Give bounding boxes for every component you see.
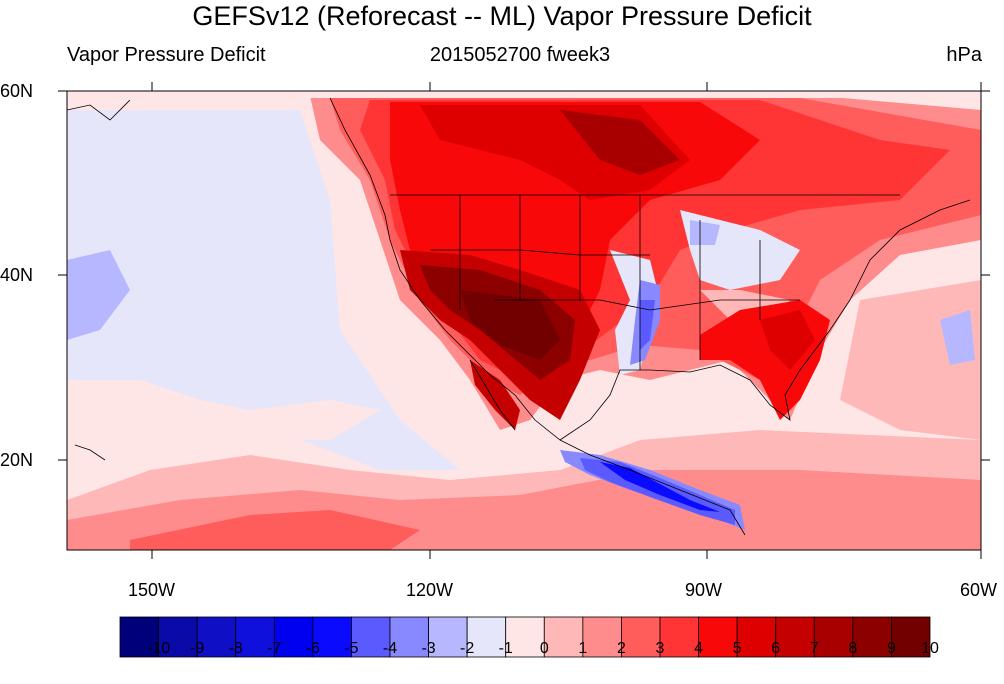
colorbar-swatch <box>543 616 584 658</box>
colorbar-tick-label: 10 <box>921 640 939 657</box>
colorbar-tick-label: -7 <box>267 640 282 657</box>
units-label: hPa <box>946 44 982 66</box>
colorbar-tick-label: -9 <box>190 640 205 657</box>
colorbar-swatch <box>235 616 275 658</box>
lat-label-40n: 40N <box>0 265 34 285</box>
colorbar-tick-label: -2 <box>460 640 475 657</box>
colorbar-tick-label: 2 <box>616 640 626 657</box>
colorbar-tick-label: -4 <box>382 640 398 657</box>
colorbar-swatch <box>119 616 159 658</box>
colorbar-tick-label: -1 <box>498 640 513 657</box>
lat-label-60n: 60N <box>0 81 34 101</box>
map-title: GEFSv12 (Reforecast -- ML) Vapor Pressur… <box>192 1 812 31</box>
colorbar-swatch <box>351 616 391 658</box>
colorbar-tick-label: 8 <box>848 640 858 657</box>
colorbar-tick-label: -10 <box>147 640 171 657</box>
colorbar-tick-label: -6 <box>305 640 320 657</box>
colorbar-tick-label: -8 <box>228 640 243 657</box>
colorbar-swatch <box>196 616 237 658</box>
colorbar-swatch <box>466 616 507 658</box>
variable-label: Vapor Pressure Deficit <box>67 44 266 66</box>
colorbar-swatch <box>736 616 777 658</box>
colorbar-tick-label: 0 <box>539 640 549 657</box>
colorbar-tick-label: 3 <box>655 640 665 657</box>
colorbar-tick-label: 5 <box>732 640 742 657</box>
lon-label-120w: 120W <box>406 580 454 600</box>
colorbar-tick-label: 1 <box>578 640 588 657</box>
colorbar-swatch <box>813 616 854 658</box>
colorbar-tick-label: -3 <box>421 640 436 657</box>
colorbar-swatch <box>273 616 314 658</box>
lon-label-150w: 150W <box>128 580 176 600</box>
lon-label-60w: 60W <box>960 580 998 600</box>
lon-label-90w: 90W <box>685 580 723 600</box>
colorbar-swatch <box>312 616 352 658</box>
colorbar-tick-label: 9 <box>886 640 896 657</box>
colorbar-swatch <box>389 616 429 658</box>
lat-label-20n: 20N <box>0 450 34 470</box>
colorbar-swatch <box>428 616 468 658</box>
colorbar-swatch <box>852 616 892 658</box>
colorbar-swatch <box>621 616 661 658</box>
vpd-field <box>67 91 981 550</box>
forecast-date-label: 2015052700 fweek3 <box>429 44 611 66</box>
colorbar-swatch <box>775 616 815 658</box>
colorbar-tick-label: -5 <box>344 640 359 657</box>
colorbar-swatch <box>582 616 622 658</box>
coastlines <box>67 97 971 536</box>
colorbar-swatch <box>698 616 738 658</box>
colorbar-tick-label: 7 <box>809 640 819 657</box>
axis-ticks <box>58 82 990 559</box>
colorbar-tick-label: 6 <box>771 640 781 657</box>
map-frame <box>66 90 982 551</box>
colorbar-swatch <box>891 616 931 658</box>
colorbar-swatch <box>659 616 699 658</box>
colorbar-tick-label: 4 <box>694 640 704 657</box>
